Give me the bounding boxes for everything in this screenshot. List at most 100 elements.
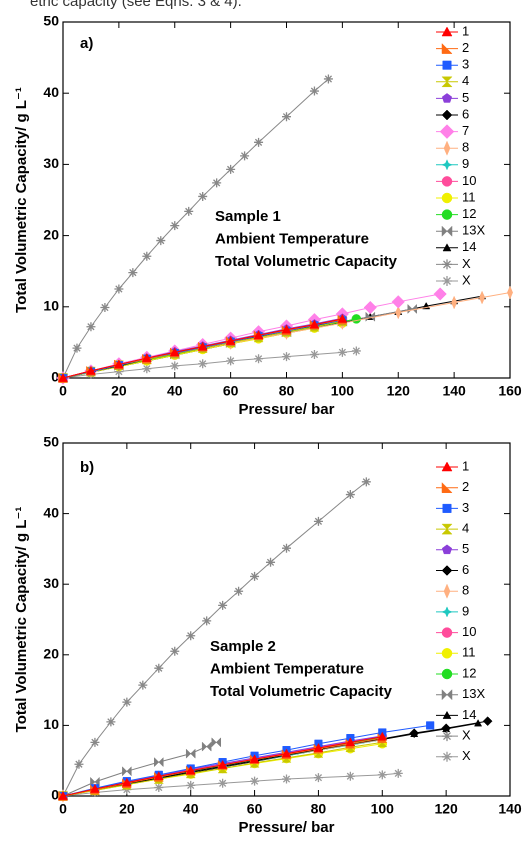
y-tick-label: 30	[43, 575, 59, 591]
legend-label: 4	[462, 521, 469, 536]
legend-marker	[443, 140, 451, 156]
marker	[377, 770, 387, 780]
x-tick-label: 40	[167, 383, 183, 399]
legend-label: 9	[462, 156, 469, 171]
y-tick-label: 20	[43, 226, 59, 242]
marker	[313, 773, 323, 783]
marker	[122, 766, 132, 777]
marker	[351, 346, 361, 356]
x-axis-label: Pressure/ bar	[239, 401, 335, 418]
marker	[198, 359, 208, 369]
y-tick-label: 0	[51, 787, 59, 803]
marker	[170, 646, 180, 656]
marker	[363, 300, 377, 315]
legend-label: X	[462, 272, 471, 287]
marker	[282, 112, 291, 122]
marker	[309, 86, 319, 96]
annotation: Total Volumetric Capacity	[210, 683, 393, 700]
marker	[90, 737, 100, 747]
y-tick-label: 50	[43, 434, 59, 450]
legend-marker	[442, 731, 452, 742]
legend-label: 1	[462, 23, 469, 38]
y-tick-label: 50	[43, 13, 59, 29]
x-tick-label: 100	[331, 383, 355, 399]
legend-marker	[441, 225, 453, 237]
legend-label: 5	[462, 541, 469, 556]
marker	[122, 697, 132, 707]
legend-marker	[441, 627, 453, 638]
marker	[282, 543, 291, 553]
legend-marker	[441, 648, 453, 659]
series-line	[62, 772, 399, 797]
legend-label: 11	[462, 645, 476, 660]
legend-label: 9	[462, 603, 469, 618]
legend-label: 11	[462, 189, 476, 204]
marker	[282, 774, 291, 784]
y-tick-label: 20	[43, 646, 59, 662]
y-tick-label: 40	[43, 84, 59, 100]
marker	[202, 616, 212, 626]
marker	[186, 780, 196, 790]
y-axis-label: Total Volumetric Capacity/ g L⁻¹	[13, 507, 30, 733]
x-tick-label: 120	[387, 383, 411, 399]
legend-marker	[441, 159, 453, 171]
marker	[153, 771, 164, 781]
marker	[212, 178, 222, 188]
x-tick-label: 60	[223, 383, 239, 399]
marker	[254, 354, 264, 364]
marker	[185, 765, 196, 775]
x-tick-label: 60	[247, 801, 263, 817]
caption: etric capacity (see Eqns. 3 & 4).	[30, 0, 242, 10]
legend-marker	[439, 124, 455, 139]
marker	[156, 236, 166, 246]
legend-marker	[441, 461, 453, 472]
legend-marker	[442, 243, 452, 252]
legend-label: X	[462, 748, 471, 763]
x-tick-label: 80	[279, 383, 295, 399]
x-tick-label: 20	[111, 383, 127, 399]
marker	[361, 477, 371, 487]
marker	[184, 206, 194, 216]
marker	[114, 284, 124, 294]
marker	[86, 365, 96, 375]
marker	[154, 757, 164, 768]
legend-label: 2	[462, 479, 469, 494]
legend-marker	[441, 192, 453, 204]
y-tick-label: 0	[51, 369, 59, 385]
legend-marker	[441, 565, 453, 576]
marker	[58, 790, 68, 800]
marker	[323, 74, 333, 84]
marker	[128, 268, 138, 278]
marker	[197, 341, 208, 351]
marker	[186, 631, 196, 641]
marker	[90, 783, 100, 793]
legend-marker	[441, 689, 453, 701]
marker	[138, 680, 148, 690]
marker	[337, 313, 348, 323]
annotation: Total Volumetric Capacity	[215, 253, 398, 270]
x-tick-label: 80	[311, 801, 327, 817]
legend-marker	[442, 751, 452, 762]
legend-marker	[441, 176, 453, 187]
x-tick-label: 40	[183, 801, 199, 817]
marker	[250, 776, 260, 786]
marker	[58, 372, 68, 382]
marker	[154, 663, 164, 673]
marker	[409, 728, 420, 739]
marker	[121, 777, 132, 787]
marker	[281, 748, 292, 758]
marker	[266, 557, 276, 567]
legend-marker	[441, 76, 453, 88]
marker	[309, 350, 319, 359]
legend-label: 10	[462, 624, 476, 639]
marker	[234, 586, 244, 596]
x-tick-label: 100	[371, 801, 395, 817]
marker	[479, 290, 486, 305]
x-axis-label: Pressure/ bar	[239, 819, 335, 836]
plot-frame	[62, 442, 511, 797]
marker	[100, 303, 110, 313]
marker	[282, 352, 291, 362]
legend-marker	[443, 583, 451, 599]
legend-label: 2	[462, 40, 469, 55]
